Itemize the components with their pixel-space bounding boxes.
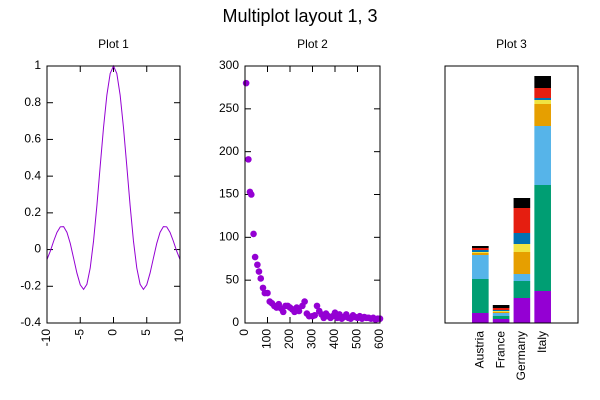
point	[245, 156, 252, 163]
plot-title: Plot 2	[297, 37, 328, 51]
y-tick-label: 150	[219, 187, 239, 201]
point	[279, 308, 287, 316]
point	[313, 302, 321, 310]
y-tick-label: 0	[34, 242, 41, 256]
plot-frame	[444, 65, 579, 324]
y-tick-label: 0.4	[24, 168, 41, 182]
bar-segment	[472, 246, 489, 248]
point	[264, 289, 271, 297]
y-tick-label: 200	[219, 144, 239, 158]
bar-segment	[472, 248, 489, 250]
point	[295, 307, 303, 315]
main-title: Multiplot layout 1, 3	[222, 6, 377, 26]
x-tick-label: 200	[282, 329, 296, 349]
y-tick-label: 300	[219, 58, 239, 72]
bar-segment	[492, 313, 510, 316]
bar-segment	[513, 281, 531, 298]
y-tick-label: 1	[34, 58, 41, 72]
x-tick-label: Austria	[473, 331, 487, 369]
y-tick-label: 50	[226, 272, 240, 286]
point	[254, 261, 261, 269]
x-tick-label: -10	[39, 329, 53, 347]
line	[46, 64, 181, 291]
bar-segment	[534, 76, 551, 88]
bar-segment	[534, 100, 551, 104]
plot-title: Plot 3	[496, 37, 527, 51]
point	[242, 79, 250, 87]
x-tick-label: 500	[350, 329, 364, 349]
plot-title: Plot 1	[98, 37, 129, 51]
plot-frame	[46, 65, 181, 324]
bar-segment	[513, 233, 531, 244]
bar-segment	[513, 298, 531, 323]
x-tick-label: 0	[237, 329, 251, 336]
x-tick-label: 100	[260, 329, 274, 349]
y-tick-label: 100	[219, 230, 239, 244]
bar-segment	[492, 308, 510, 310]
bar-segment	[513, 208, 531, 233]
x-tick-label: 300	[305, 329, 319, 349]
x-tick-label: 600	[372, 329, 386, 349]
bar-segment	[492, 305, 510, 308]
bar-segment	[492, 310, 510, 311]
bar-segment	[472, 253, 489, 255]
x-tick-label: 0	[106, 329, 120, 336]
x-tick-label: France	[493, 331, 507, 369]
bar-segment	[534, 104, 551, 126]
bar-segment	[513, 244, 531, 252]
point	[255, 268, 263, 275]
y-tick-label: 0.8	[24, 95, 41, 109]
bar-segment	[534, 88, 551, 98]
x-tick-label: 400	[327, 329, 341, 349]
x-tick-label: 10	[172, 329, 186, 343]
plot-frame	[244, 65, 381, 324]
point	[301, 298, 308, 305]
bar-segment	[492, 312, 510, 313]
bar-segment	[513, 252, 531, 274]
point	[250, 230, 257, 238]
bar-segment	[492, 311, 510, 312]
x-tick-label: -5	[72, 329, 86, 340]
bar-segment	[534, 126, 551, 185]
bar-segment	[534, 185, 551, 291]
bar-segment	[472, 279, 489, 313]
point	[311, 311, 319, 319]
bar-segment	[513, 198, 531, 208]
y-tick-label: 0.6	[24, 132, 41, 146]
x-tick-label: 5	[139, 329, 153, 336]
y-tick-label: 0.2	[24, 205, 41, 219]
point	[259, 284, 267, 292]
x-tick-label: Germany	[514, 331, 528, 380]
bar-segment	[534, 98, 551, 100]
y-tick-label: -0.4	[20, 315, 41, 329]
bar-segment	[472, 250, 489, 252]
y-tick-label: 0	[232, 315, 239, 329]
bar-segment	[472, 252, 489, 253]
point	[257, 275, 265, 282]
bar-segment	[492, 316, 510, 319]
y-tick-label: 250	[219, 101, 239, 115]
point	[248, 191, 255, 198]
bar-segment	[492, 319, 510, 323]
bar-segment	[513, 274, 531, 281]
bar-segment	[472, 255, 489, 279]
x-tick-label: Italy	[535, 331, 549, 353]
point	[251, 253, 259, 261]
bar-segment	[472, 313, 489, 323]
bar-segment	[534, 291, 551, 323]
y-tick-label: -0.2	[20, 278, 41, 292]
